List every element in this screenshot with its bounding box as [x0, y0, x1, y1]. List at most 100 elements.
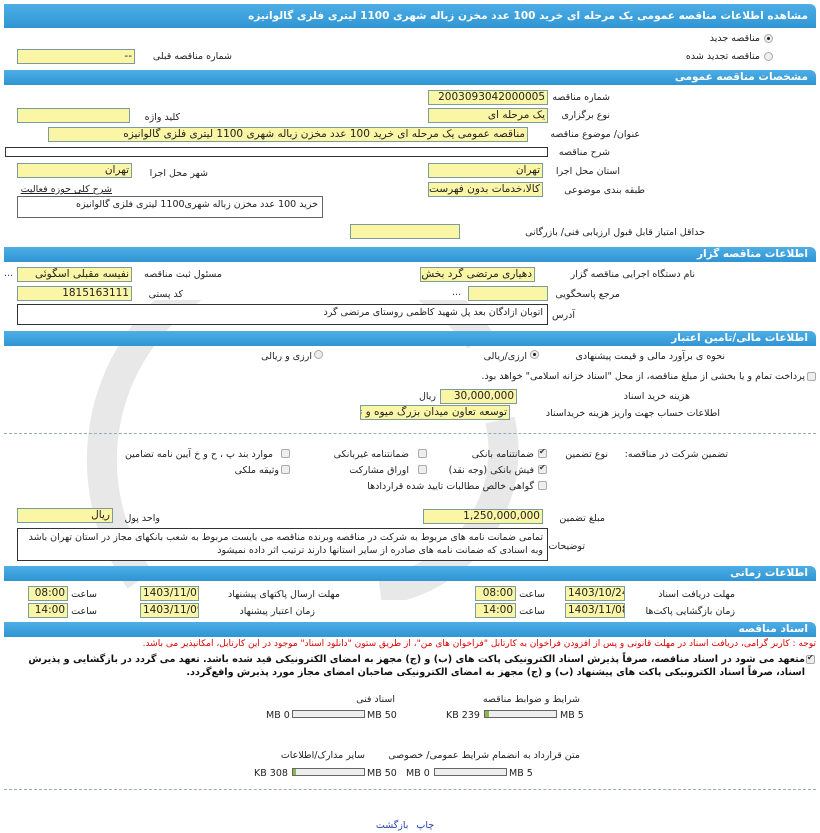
file-progress-bar [292, 768, 365, 776]
desc-field[interactable] [5, 147, 548, 157]
submit-field[interactable]: 1403/11/07 [140, 586, 199, 601]
registrar-label: مسئول ثبت مناقصه [144, 269, 222, 280]
guarantee-type-label: نوع تضمین [565, 449, 608, 460]
file-progress-bar [292, 710, 365, 718]
doc-fee-unit: ریال [418, 391, 436, 402]
footer-links: چاپ بازگشت [360, 820, 450, 831]
doc-deadline-time-field[interactable]: 08:00 [475, 586, 516, 601]
submit-label: مهلت ارسال پاکتهای پیشنهاد [228, 589, 340, 600]
doc-deadline-field[interactable]: 1403/10/24 [565, 586, 625, 601]
estimate-label: نحوه ی برآورد مالی و قیمت پیشنهادی [575, 351, 725, 362]
ref-field[interactable] [468, 286, 548, 301]
guarantee-checkbox[interactable] [281, 465, 290, 474]
registrar-more-link[interactable]: ... [4, 268, 14, 279]
page-title: مشاهده اطلاعات مناقصه عمومی یک مرحله ای … [4, 4, 816, 28]
guarantee-checkbox[interactable] [418, 465, 427, 474]
time-label: ساعت [519, 606, 545, 617]
file-progress-fill [293, 769, 296, 775]
guarantee-checkbox[interactable] [538, 447, 547, 458]
file-label: اسناد فنی [356, 694, 395, 705]
guarantee-checkbox[interactable] [538, 463, 547, 474]
city-field[interactable]: تهران [17, 163, 132, 178]
ref-label: مرجع پاسخگویی [555, 289, 620, 300]
submit-time-field[interactable]: 08:00 [28, 586, 68, 601]
holding-label: نوع برگزاری [561, 110, 610, 121]
guarantee-checkbox[interactable] [418, 449, 427, 458]
prev-number-field[interactable]: -- [17, 49, 135, 64]
opt-currency-rial-label: ارزی و ریالی [261, 351, 312, 362]
city-label: شهر محل اجرا [149, 168, 208, 179]
commit-checkbox[interactable] [806, 653, 815, 664]
radio-currency-rial[interactable] [314, 350, 323, 359]
file-size: 0 MB [406, 768, 430, 779]
file-progress-fill [485, 711, 489, 717]
keyword-field[interactable] [17, 108, 130, 123]
postal-field[interactable]: 1815163111 [17, 286, 132, 301]
doc-deadline-label: مهلت دریافت اسناد [658, 589, 735, 600]
opening-time-field[interactable]: 14:00 [475, 603, 516, 618]
file-label: متن قرارداد به انضمام شرایط عمومی/ خصوصی [388, 750, 580, 761]
opening-label: زمان بازگشایی پاکت‌ها [645, 606, 735, 617]
guarantee-option-label: اوراق مشارکت [349, 465, 409, 476]
section-organizer: اطلاعات مناقصه گزار [4, 247, 816, 262]
guarantee-checkbox[interactable] [281, 449, 290, 458]
section-timing: اطلاعات زمانی [4, 566, 816, 581]
print-link[interactable]: چاپ [416, 820, 435, 831]
opening-field[interactable]: 1403/11/08 [565, 603, 625, 618]
section-finance: اطلاعات مالی/تامین اعتبار [4, 331, 816, 346]
registrar-field[interactable]: نفیسه مقبلی اسگوئی [17, 267, 132, 282]
number-label: شماره مناقصه [552, 92, 610, 103]
activity-label: شرح کلی حوزه فعالیت [20, 184, 112, 195]
guarantee-option-label: گواهی خالص مطالبات تایید شده قراردادها [367, 481, 534, 492]
tender-number-field[interactable]: 2003093042000005 [428, 90, 548, 105]
validity-label: زمان اعتبار پیشنهاد [239, 606, 315, 617]
min-score-field[interactable] [350, 224, 460, 239]
guarantee-option-label: وثیقه ملکی [234, 465, 279, 476]
desc-label: شرح مناقصه [558, 147, 610, 158]
file-max: 50 MB [367, 768, 397, 779]
doc-fee-label: هزینه خرید اسناد [623, 391, 690, 402]
radio-renewed-tender[interactable] [764, 52, 773, 61]
back-link[interactable]: بازگشت [375, 820, 409, 831]
opt-rial-label: ارزی/ریالی [483, 351, 527, 362]
doc-fee-field[interactable]: 30,000,000 [440, 389, 517, 404]
notes-label: توضیحات [548, 541, 585, 552]
account-field[interactable]: توسعه تعاون میدان بزرگ میوه و تره بار [360, 405, 510, 420]
file-label: شرایط و ضوابط مناقصه [482, 694, 580, 705]
guarantee-checkbox[interactable] [538, 481, 547, 490]
radio-new-tender[interactable] [764, 34, 773, 43]
subject-field[interactable]: مناقصه عمومی یک مرحله ای خرید 100 عدد مخ… [48, 127, 528, 142]
file-max: 50 MB [367, 710, 397, 721]
time-label: ساعت [71, 589, 97, 600]
amount-label: مبلغ تضمین [559, 513, 605, 524]
address-box: اتوبان ازادگان بعد پل شهید کاظمی روستای … [17, 304, 548, 325]
time-label: ساعت [71, 606, 97, 617]
province-field[interactable]: تهران [428, 163, 543, 178]
guarantee-option-label: موارد بند پ ، ح و خ آیین نامه تضامین [124, 449, 273, 460]
postal-label: کد پستی [148, 289, 183, 300]
new-tender-label: مناقصه جدید [709, 33, 760, 44]
divider [4, 433, 816, 434]
treasury-checkbox[interactable] [807, 372, 816, 381]
guarantee-option-label: ضمانتنامه غیربانکی [333, 449, 409, 460]
org-label: نام دستگاه اجرایی مناقصه گزار [570, 269, 695, 280]
org-field[interactable]: دهیاری مرتضی گرد بخش ا [420, 267, 535, 282]
currency-field[interactable]: ریال [17, 508, 113, 523]
currency-label: واحد پول [124, 513, 160, 524]
documents-note: توجه : کاربر گرامی، دریافت اسناد در مهلت… [142, 639, 816, 649]
amount-field[interactable]: 1,250,000,000 [423, 509, 543, 524]
validity-field[interactable]: 1403/11/09 [140, 603, 199, 618]
time-label: ساعت [519, 589, 545, 600]
activity-box: خرید 100 عدد مخزن زباله شهری1100 لیتری ف… [17, 196, 323, 218]
section-general: مشخصات مناقصه عمومی [4, 70, 816, 85]
file-size: 239 KB [446, 710, 480, 721]
radio-rial[interactable] [530, 350, 539, 359]
ref-more-link[interactable]: ... [452, 287, 462, 298]
validity-time-field[interactable]: 14:00 [28, 603, 68, 618]
guarantee-option-label: ضمانتنامه بانکی [471, 449, 534, 460]
notes-box: تمامی ضمانت نامه های مربوط به شرکت در من… [17, 528, 548, 561]
category-field[interactable]: کالا،خدمات بدون فهرست بها [428, 182, 543, 197]
holding-type-field[interactable]: یک مرحله ای [428, 108, 548, 123]
province-label: استان محل اجرا [555, 166, 620, 177]
min-score-label: حداقل امتیاز قابل قبول ارزیابی فنی/ بازر… [525, 227, 705, 238]
